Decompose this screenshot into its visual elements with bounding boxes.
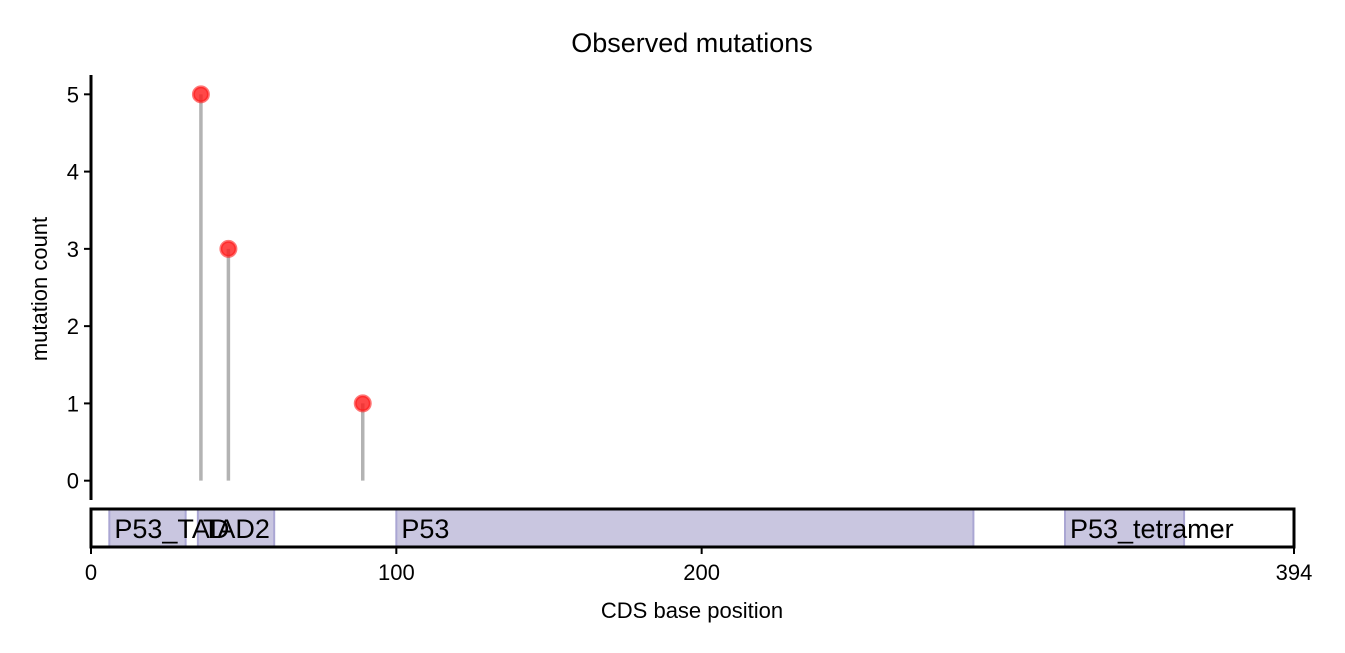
domain-box-2 [395,508,975,548]
mutation-marker-0 [191,85,210,104]
domain-label-3: P53_tetramer [1070,514,1234,544]
domain-label-1: TAD2 [203,514,270,544]
y-tick-label-2: 2 [67,314,79,339]
y-tick-label-4: 4 [67,160,79,185]
x-axis-ticks: 0 100 200 394 [85,547,1312,585]
domain-track-frame [89,507,1296,549]
y-tick-label-3: 3 [67,237,79,262]
y-tick-label-1: 1 [67,391,79,416]
x-axis-label: CDS base position [601,598,783,623]
y-axis-label: mutation count [27,217,52,361]
y-tick-label-0: 0 [67,469,79,494]
mutation-marker-2 [353,394,372,413]
x-tick-label-3: 394 [1276,560,1313,585]
chart-title: Observed mutations [571,28,813,58]
y-tick-label-5: 5 [67,82,79,107]
domain-label-2: P53 [401,514,449,544]
y-axis-ticks: 0 1 2 3 4 5 [67,82,91,494]
x-tick-label-0: 0 [85,560,97,585]
x-tick-label-1: 100 [378,560,415,585]
mutation-stems [199,94,365,481]
x-tick-label-2: 200 [683,560,720,585]
mutation-markers [191,85,372,413]
domain-label-0: P53_TAD [114,514,229,544]
mutation-marker-1 [219,239,238,258]
